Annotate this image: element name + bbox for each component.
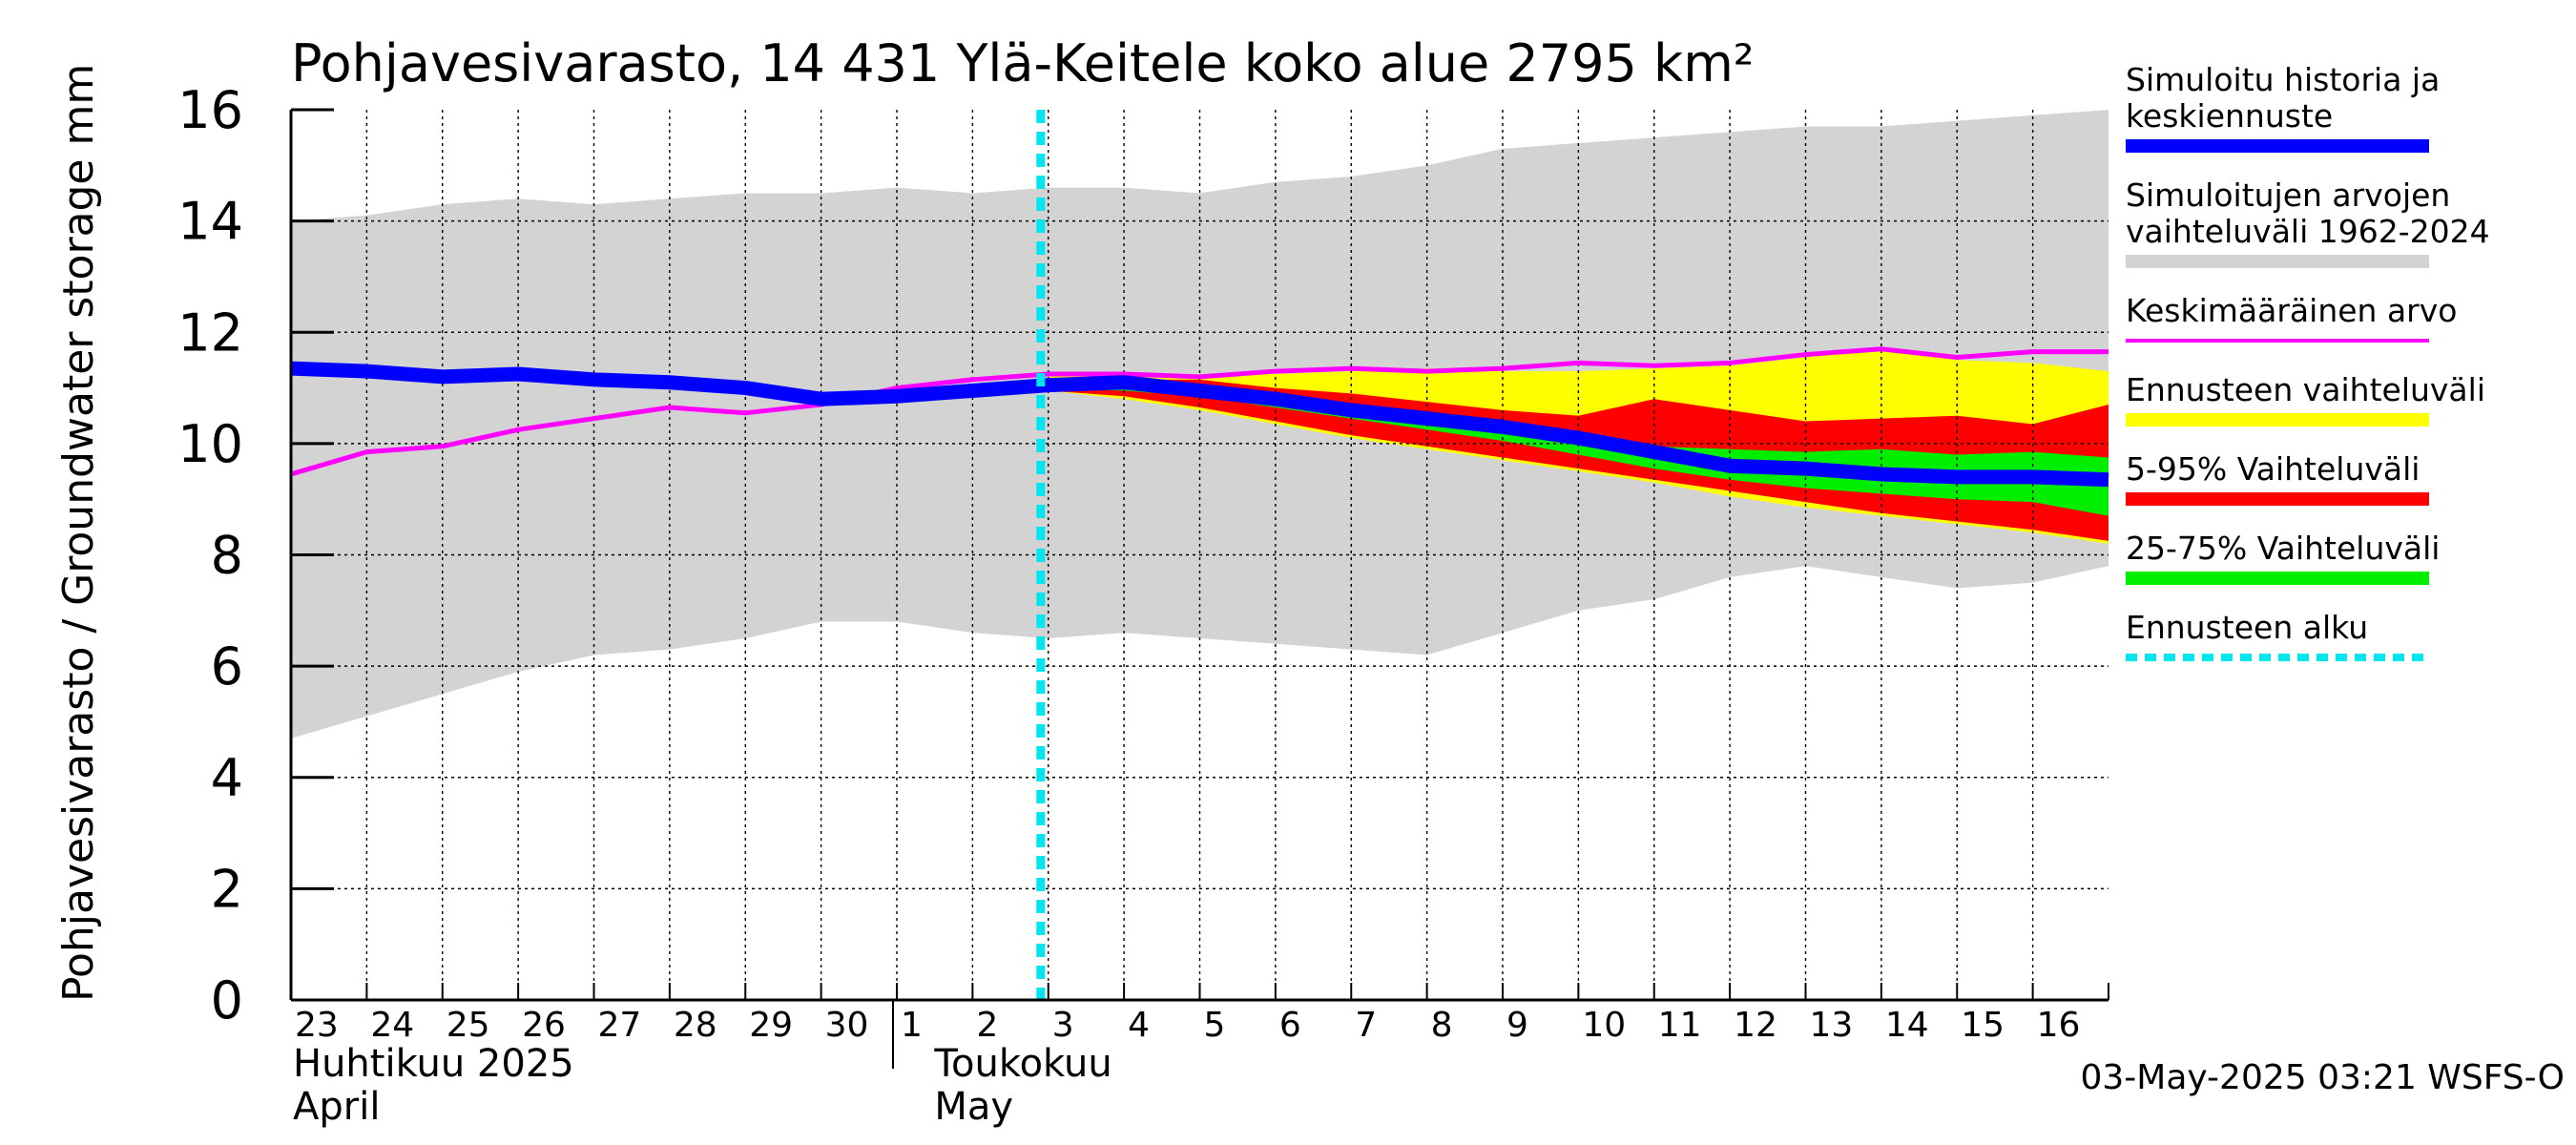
x-tick-label: 26 [522,1006,566,1045]
x-tick-label: 28 [674,1006,717,1045]
legend-label: Ennusteen alku [2126,609,2368,646]
y-tick-label: 6 [211,636,243,697]
y-tick-label: 14 [177,192,243,252]
x-tick-label: 2 [976,1006,998,1045]
x-tick-label: 15 [1961,1006,2005,1045]
x-tick-label: 3 [1052,1006,1074,1045]
month-label-english: May [934,1085,1013,1129]
legend-label: keskiennuste [2126,97,2333,135]
y-tick-label: 10 [177,414,243,474]
x-tick-label: 10 [1582,1006,1626,1045]
legend-label: Simuloitujen arvojen [2126,177,2450,214]
x-tick-label: 4 [1128,1006,1150,1045]
x-tick-label: 27 [598,1006,642,1045]
x-tick-label: 23 [295,1006,339,1045]
x-tick-label: 30 [825,1006,869,1045]
p5-95-band [1048,379,2109,541]
x-tick-label: 11 [1658,1006,1702,1045]
legend-label: 5-95% Vaihteluväli [2126,450,2420,488]
y-tick-label: 0 [211,970,243,1030]
history-median-line [290,361,2109,488]
x-tick-label: 16 [2037,1006,2081,1045]
mean-line [290,346,2109,477]
month-label: Toukokuu [933,1042,1111,1086]
y-tick-label: 2 [211,859,243,919]
legend-label: Ennusteen vaihteluväli [2126,371,2485,408]
y-tick-label: 16 [177,80,243,140]
legend-label: vaihteluväli 1962-2024 [2126,213,2490,250]
x-tick-label: 7 [1355,1006,1377,1045]
x-tick-label: 12 [1734,1006,1777,1045]
month-label-english: April [293,1085,380,1129]
legend-label: 25-75% Vaihteluväli [2126,530,2440,567]
x-tick-label: 25 [447,1006,490,1045]
legend-label: Keskimääräinen arvo [2126,292,2457,329]
x-tick-label: 1 [901,1006,923,1045]
y-tick-label: 12 [177,302,243,363]
timestamp: 03-May-2025 03:21 WSFS-O [2080,1058,2565,1097]
p25-75-band [1048,382,2109,516]
y-tick-label: 8 [211,526,243,586]
x-tick-label: 5 [1204,1006,1226,1045]
x-tick-label: 29 [749,1006,793,1045]
x-tick-label: 6 [1279,1006,1301,1045]
y-tick-label: 4 [211,748,243,808]
x-tick-label: 13 [1810,1006,1854,1045]
x-tick-label: 24 [370,1006,414,1045]
chart-title: Pohjavesivarasto, 14 431 Ylä-Keitele kok… [291,33,1755,94]
x-tick-label: 14 [1885,1006,1929,1045]
y-axis-label: Pohjavesivarasto / Groundwater storage m… [54,64,103,1002]
legend-label: Simuloitu historia ja [2126,61,2440,98]
x-tick-label: 9 [1506,1006,1528,1045]
x-tick-label: 8 [1431,1006,1453,1045]
month-label: Huhtikuu 2025 [293,1042,574,1086]
